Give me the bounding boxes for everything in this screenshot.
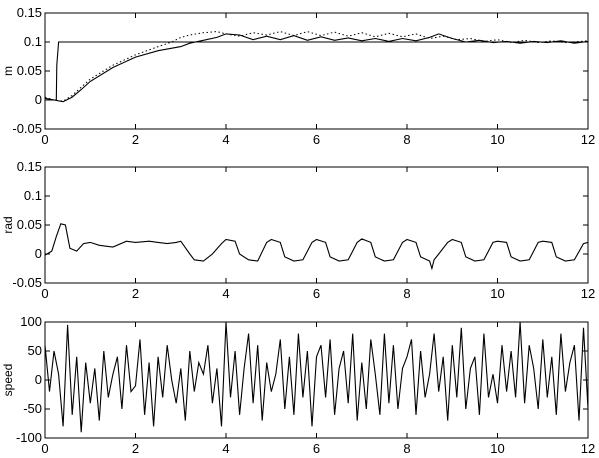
- x-tick-label: 4: [222, 441, 229, 456]
- y-tick-label: 0: [35, 92, 42, 107]
- y-tick-label: -100: [16, 430, 42, 445]
- y-tick-label: 0.05: [17, 63, 42, 78]
- x-tick-label: 6: [313, 441, 320, 456]
- y-tick-label: -0.05: [12, 121, 42, 136]
- panel-position: 0 2 4 6 8 10 120.150.10.050-0.05m: [1, 5, 595, 147]
- x-tick-label: 8: [403, 441, 410, 456]
- x-tick-label: 12: [581, 441, 595, 456]
- x-tick-label: 6: [313, 132, 320, 147]
- y-tick-label: -50: [23, 401, 42, 416]
- y-tick-label: 0: [35, 372, 42, 387]
- x-tick-label: 2: [132, 441, 139, 456]
- series-line-2: [45, 33, 588, 103]
- x-tick-label: 12: [581, 286, 595, 301]
- x-tick-label: 8: [403, 286, 410, 301]
- plot-frame: [44, 12, 589, 130]
- x-tick-label: 0: [41, 441, 48, 456]
- x-tick-label: 10: [490, 286, 504, 301]
- y-axis-label: m: [1, 66, 15, 76]
- x-tick-label: 10: [490, 132, 504, 147]
- x-tick-label: 8: [403, 132, 410, 147]
- x-tick-label: 0: [41, 286, 48, 301]
- y-tick-label: 100: [20, 314, 42, 329]
- x-tick-label: 4: [222, 132, 229, 147]
- series-line-0: [45, 41, 588, 101]
- x-tick-label: 0: [41, 132, 48, 147]
- y-tick-label: 0: [35, 246, 42, 261]
- plot-frame: [44, 321, 589, 439]
- y-tick-label: 0.1: [24, 188, 42, 203]
- series-line-0: [45, 223, 588, 271]
- y-axis-label: rad: [1, 216, 15, 233]
- y-axis-label: speed: [1, 364, 15, 397]
- plot-frame: [44, 166, 589, 284]
- y-tick-label: 50: [28, 343, 42, 358]
- x-tick-label: 6: [313, 286, 320, 301]
- y-tick-label: 0.05: [17, 217, 42, 232]
- series-line-1: [45, 31, 588, 102]
- y-tick-label: 0.15: [17, 159, 42, 174]
- x-tick-label: 12: [581, 132, 595, 147]
- y-tick-label: 0.15: [17, 5, 42, 20]
- x-tick-label: 4: [222, 286, 229, 301]
- x-tick-label: 2: [132, 132, 139, 147]
- panel-speed: 0 2 4 6 8 10 12 100 50 0 -50 -100 speed: [1, 314, 595, 456]
- x-tick-label: 2: [132, 286, 139, 301]
- y-tick-label: -0.05: [12, 275, 42, 290]
- series-line-0: [45, 322, 588, 433]
- x-tick-label: 10: [490, 441, 504, 456]
- y-tick-label: 0.1: [24, 34, 42, 49]
